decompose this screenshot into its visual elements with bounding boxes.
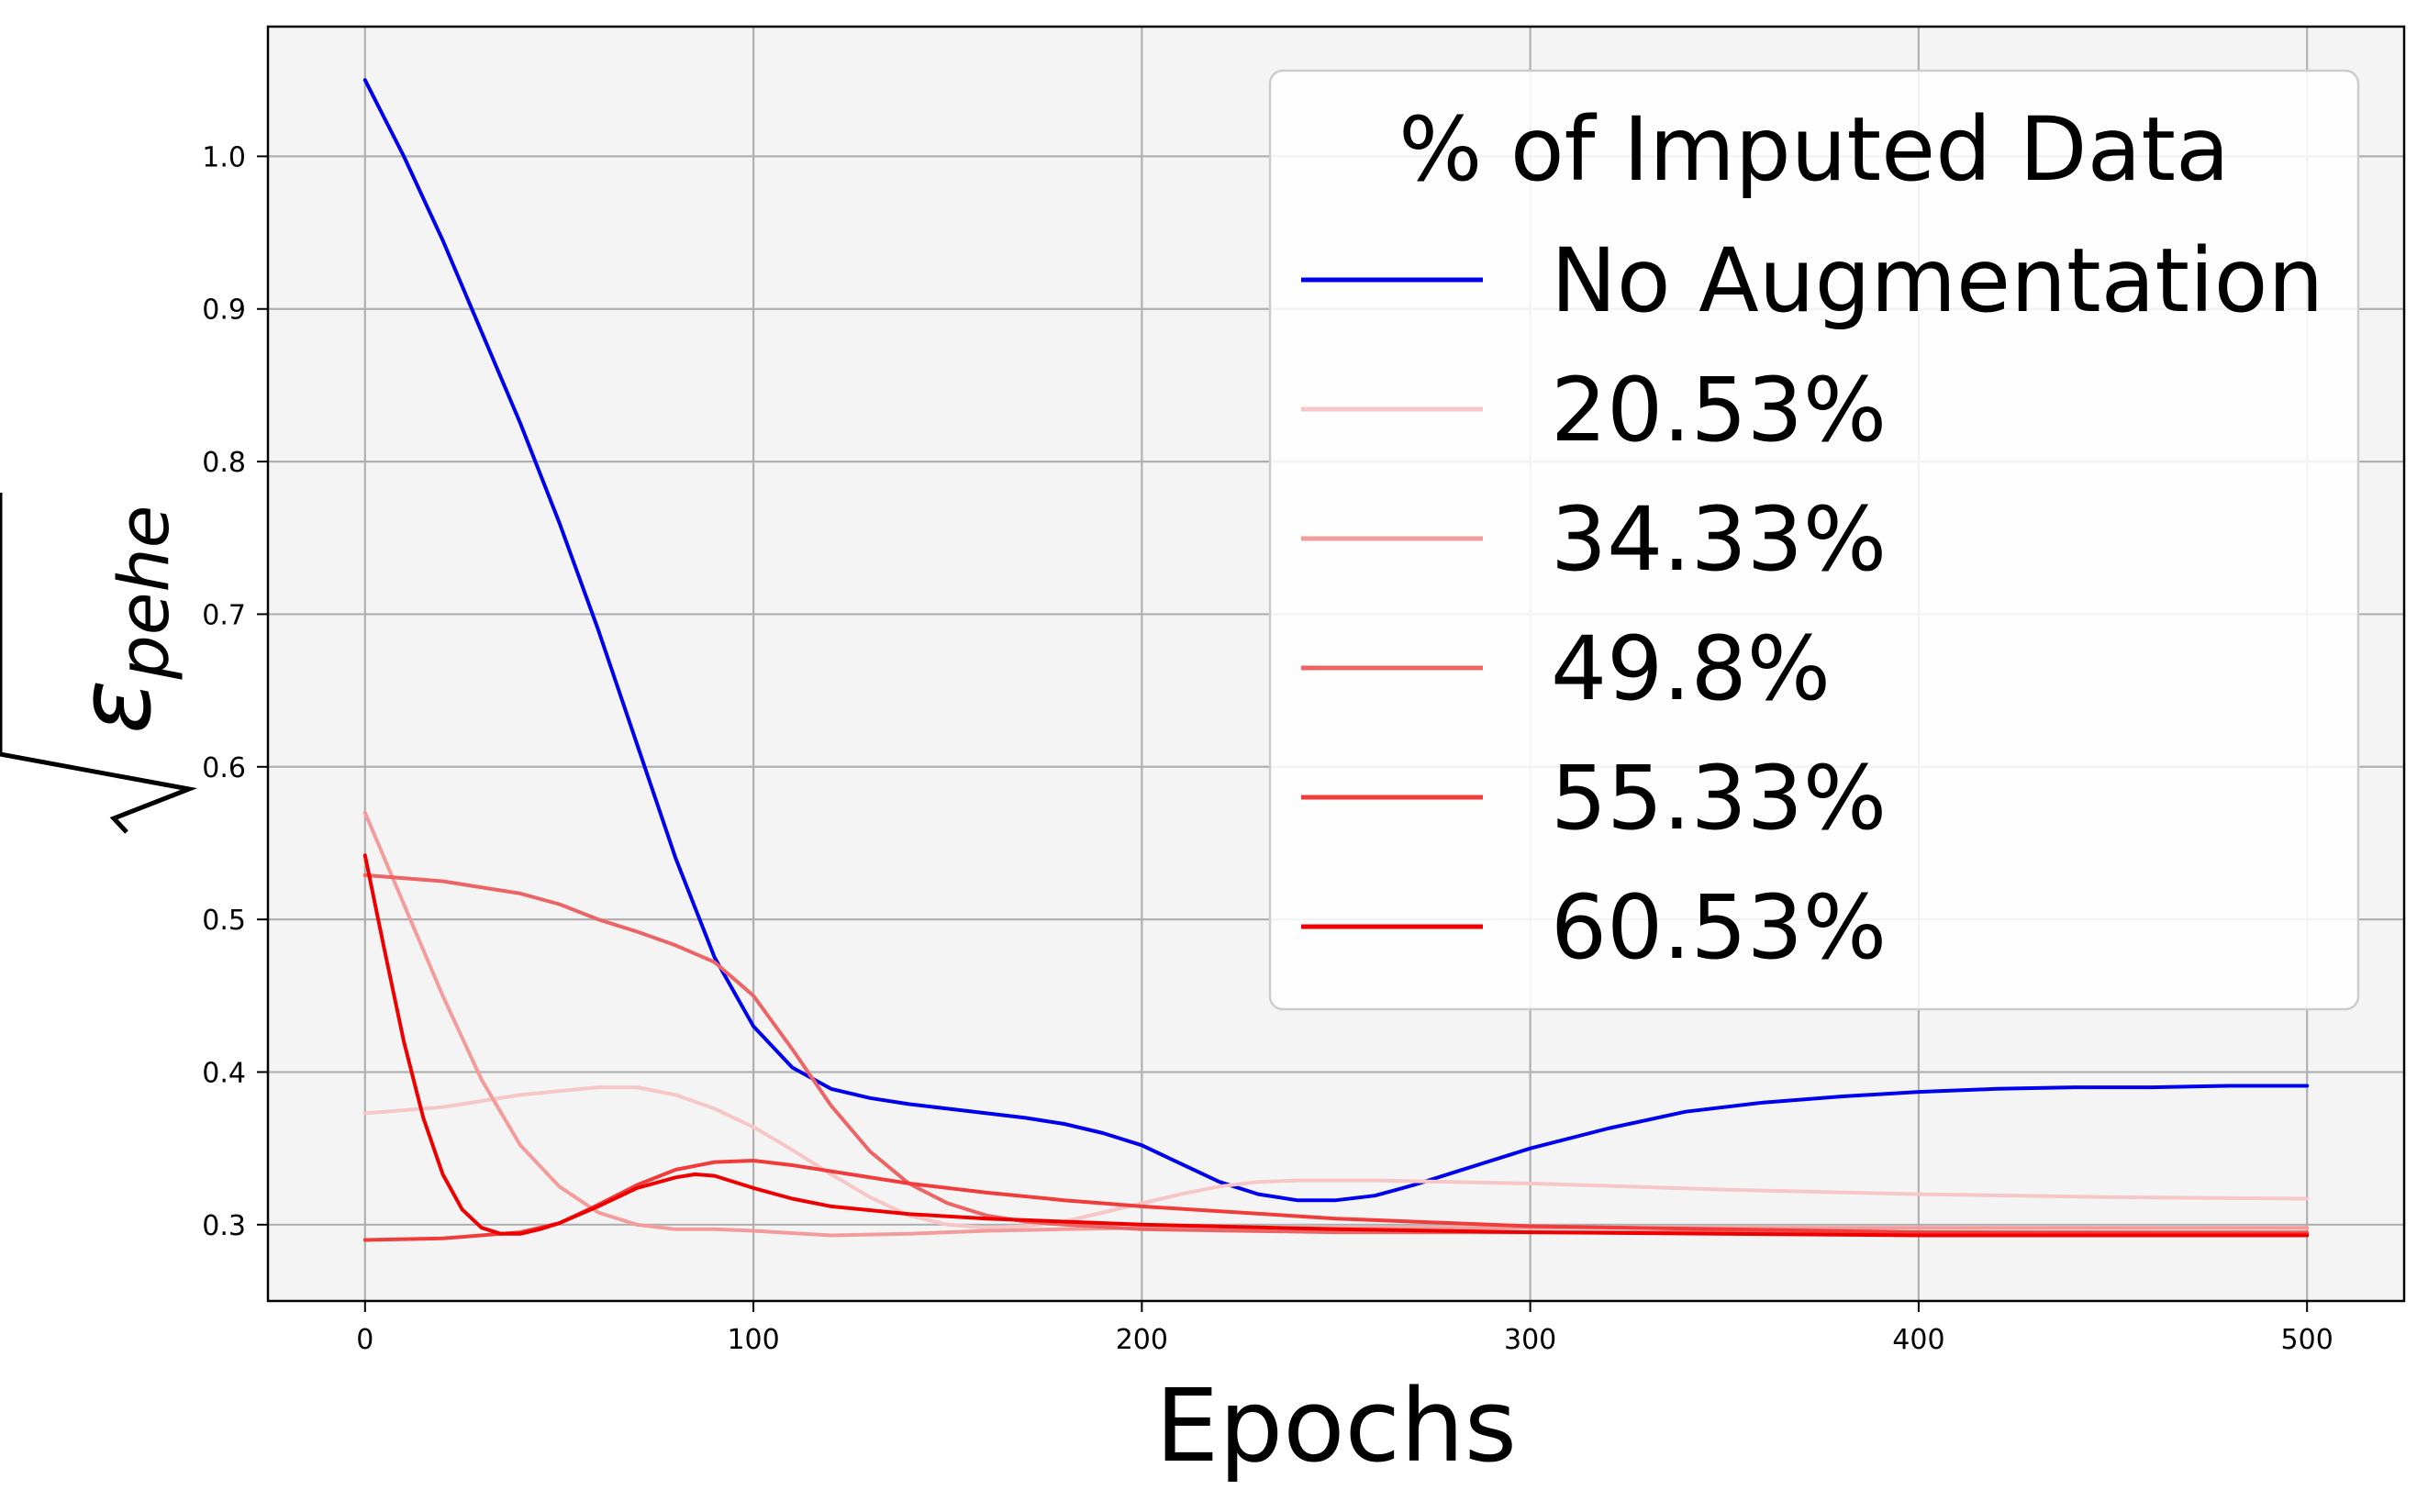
x-tick-label: 500: [2281, 1324, 2333, 1356]
series-line: [362, 1085, 2310, 1230]
y-tick-label: 0.3: [202, 1210, 246, 1242]
y-axis-subscript: pehe: [103, 506, 184, 681]
legend-label: 55.33%: [1551, 747, 1887, 850]
y-tick-label: 0.4: [202, 1057, 246, 1089]
series-lines: [362, 78, 2310, 1242]
y-tick-label: 1.0: [202, 141, 246, 173]
legend-entries: No Augmentation 20.53% 34.33% 49.8% 55.33% 60…: [1301, 229, 2323, 979]
x-tick-label: 300: [1504, 1324, 1556, 1356]
series-line: [362, 78, 2310, 1203]
y-tick-label: 0.7: [202, 599, 246, 631]
y-axis-title: εpehe: [0, 493, 198, 834]
legend-label: 20.53%: [1551, 359, 1887, 461]
legend: % of Imputed Data No Augmentation 20.53% 3…: [1268, 69, 2360, 1011]
legend-label: No Augmentation: [1551, 229, 2323, 332]
y-tick-label: 0.6: [202, 752, 246, 784]
x-tick-label: 0: [356, 1324, 373, 1356]
y-axis-root-sign: [0, 493, 198, 834]
x-tick-label: 400: [1892, 1324, 1944, 1356]
y-tick-label: 0.5: [202, 905, 246, 937]
axis-ticks: 0 100 200 300 400 500 0.3 0.4 0.5 0.6 0.7 0.8 0.9 1.0: [202, 141, 2333, 1356]
x-axis-title: Epochs: [1155, 1367, 1517, 1484]
plot-frame: [266, 25, 2406, 1303]
series-line: [362, 873, 2310, 1235]
x-tick-label: 100: [727, 1324, 779, 1356]
legend-box: [1268, 69, 2360, 1011]
y-tick-label: 0.9: [202, 295, 246, 327]
legend-label: 34.33%: [1551, 488, 1887, 591]
legend-title: % of Imputed Data: [1398, 98, 2230, 201]
series-line: [362, 853, 2310, 1238]
x-tick-label: 200: [1116, 1324, 1168, 1356]
svg-text:εpehe: εpehe: [56, 506, 184, 734]
y-axis-symbol: ε: [56, 680, 173, 734]
legend-label: 49.8%: [1551, 617, 1831, 720]
legend-label: 60.53%: [1551, 876, 1887, 979]
y-tick-label: 0.8: [202, 447, 246, 479]
